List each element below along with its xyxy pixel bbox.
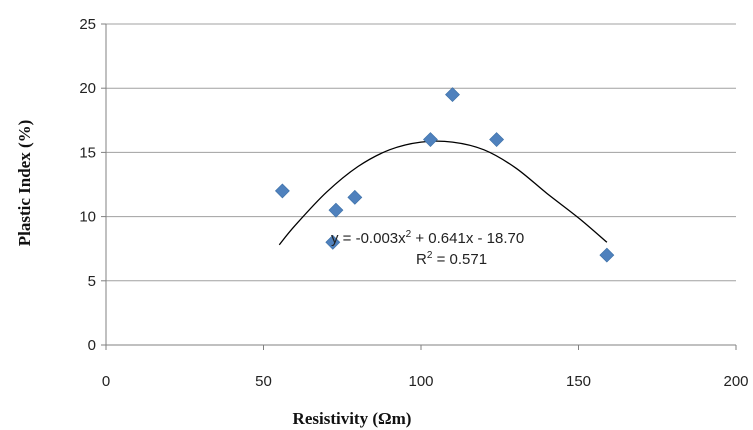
r-squared-label: R2 = 0.571 <box>416 250 487 268</box>
y-tick-label: 0 <box>88 337 96 354</box>
x-axis-title: Resistivity (Ωm) <box>293 409 412 428</box>
gridlines <box>106 23 736 282</box>
y-tick-label: 10 <box>79 209 96 226</box>
data-point <box>599 247 615 263</box>
data-point <box>274 183 290 199</box>
x-tick-labels: 0 50 100 150 200 <box>102 373 749 390</box>
data-point <box>489 132 505 147</box>
data-point <box>445 87 460 103</box>
x-tick-label: 50 <box>255 373 272 390</box>
data-point <box>325 234 341 250</box>
axes <box>101 23 737 350</box>
y-tick-label: 15 <box>79 144 96 161</box>
x-tick-label: 0 <box>102 373 110 390</box>
data-point <box>328 202 344 218</box>
x-tick-label: 150 <box>566 373 591 390</box>
data-points <box>274 87 615 263</box>
trendline-equation: y = -0.003x2 + 0.641x - 18.70 <box>331 229 524 247</box>
y-tick-label: 25 <box>79 16 96 33</box>
x-tick-label: 200 <box>723 373 748 390</box>
data-point <box>423 132 438 147</box>
x-tick-label: 100 <box>408 373 433 390</box>
y-tick-label: 20 <box>79 80 96 97</box>
data-point <box>347 189 363 205</box>
y-tick-label: 5 <box>88 273 96 290</box>
y-tick-labels: 0 5 10 15 20 25 <box>79 16 96 354</box>
y-axis-title: Plastic Index (%) <box>15 120 34 247</box>
trendline <box>278 140 608 246</box>
